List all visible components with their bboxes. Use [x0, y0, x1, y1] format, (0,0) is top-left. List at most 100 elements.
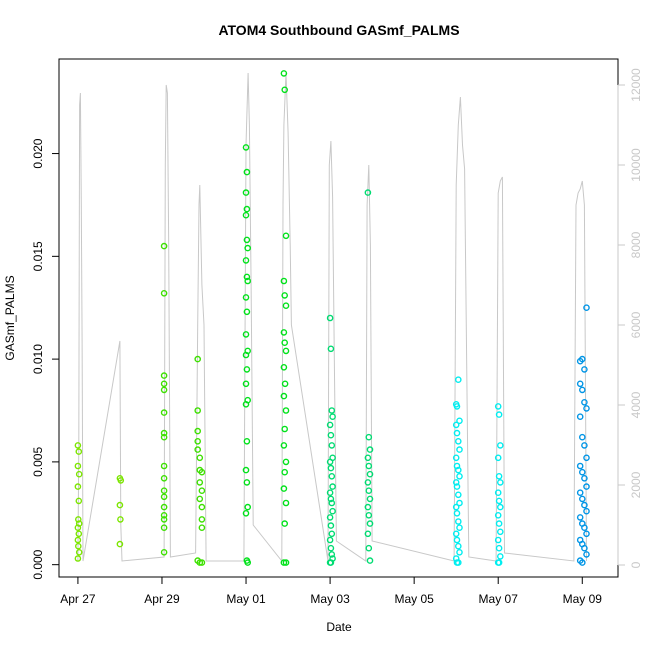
data-point: [243, 479, 251, 486]
data-point: [160, 372, 168, 379]
data-point: [75, 549, 83, 556]
data-point: [244, 277, 251, 285]
data-point: [583, 507, 590, 515]
data-point: [280, 363, 288, 371]
y-tick-label: 0.015: [31, 241, 45, 271]
data-point: [326, 514, 334, 521]
data-point: [581, 398, 588, 406]
data-point: [327, 431, 335, 439]
data-point: [160, 380, 168, 388]
data-point: [494, 536, 502, 544]
data-point: [452, 479, 460, 486]
y-tick-label: 0.020: [31, 138, 45, 168]
data-point: [196, 479, 204, 486]
data-point: [366, 557, 374, 564]
data-point: [198, 516, 206, 523]
data-point: [327, 345, 335, 353]
data-point: [243, 168, 251, 176]
data-point: [198, 468, 206, 476]
series-1: [160, 242, 206, 566]
data-point: [453, 536, 461, 544]
data-point: [75, 542, 82, 550]
data-point: [496, 553, 504, 560]
data-point: [243, 273, 251, 281]
data-point: [75, 497, 83, 505]
data-point: [242, 351, 250, 359]
data-point: [579, 495, 586, 503]
data-point: [326, 489, 334, 497]
data-point: [74, 555, 82, 562]
series-2: [242, 70, 290, 566]
data-point: [328, 442, 336, 449]
data-point: [495, 411, 503, 418]
data-point: [581, 544, 588, 552]
data-point: [242, 509, 250, 517]
data-point: [75, 448, 83, 455]
data-point: [494, 454, 502, 462]
data-point: [160, 487, 168, 495]
data-point: [496, 479, 504, 486]
data-point: [583, 454, 590, 462]
data-point: [453, 462, 461, 470]
data-point: [495, 520, 503, 527]
data-point: [327, 559, 335, 566]
data-point: [496, 503, 504, 511]
data-point: [453, 403, 461, 410]
data-point: [581, 474, 588, 482]
data-point: [452, 421, 460, 429]
data-point: [454, 491, 462, 499]
right-tick-label: 12000: [629, 68, 643, 102]
data-point: [456, 499, 463, 507]
data-point: [116, 501, 124, 509]
data-point: [280, 559, 288, 566]
data-point: [160, 512, 168, 519]
x-tick-label: May 03: [310, 592, 350, 606]
data-point: [583, 551, 590, 558]
data-point: [328, 472, 336, 480]
data-point: [454, 542, 462, 550]
data-point: [75, 516, 82, 523]
x-axis-label: Date: [326, 620, 352, 634]
data-point: [243, 205, 251, 213]
data-point: [329, 507, 336, 515]
x-tick-label: May 07: [479, 592, 519, 606]
data-point: [74, 536, 82, 544]
data-point: [452, 454, 460, 462]
data-point: [364, 454, 372, 462]
data-point: [576, 380, 584, 388]
data-point: [364, 503, 372, 511]
data-point: [242, 380, 250, 388]
data-point: [281, 380, 289, 388]
data-point: [116, 540, 124, 548]
data-point: [581, 442, 588, 449]
right-tick-label: 4000: [629, 391, 643, 418]
data-point: [583, 530, 590, 538]
data-point: [576, 489, 584, 497]
data-point: [196, 495, 204, 503]
data-point: [366, 495, 374, 503]
data-point: [326, 536, 334, 544]
data-point: [160, 386, 168, 394]
data-point: [75, 530, 83, 538]
y-axis-label: GASmf_PALMS: [3, 275, 17, 360]
y-tick-label: 0.010: [31, 344, 45, 374]
data-point: [244, 503, 251, 511]
data-point: [365, 487, 373, 495]
data-point: [581, 501, 588, 509]
data-point: [117, 516, 124, 523]
data-point: [364, 530, 372, 538]
data-point: [579, 468, 586, 476]
data-point: [576, 462, 584, 470]
data-point: [160, 493, 168, 501]
data-point: [160, 549, 168, 556]
data-point: [494, 512, 502, 519]
data-point: [454, 559, 462, 566]
data-point: [242, 294, 250, 301]
right-tick-label: 6000: [629, 311, 643, 338]
data-point: [328, 407, 336, 414]
data-point: [282, 407, 290, 414]
data-point: [456, 446, 463, 453]
data-point: [452, 530, 460, 538]
chart-title: ATOM4 Southbound GASmf_PALMS: [218, 22, 459, 38]
